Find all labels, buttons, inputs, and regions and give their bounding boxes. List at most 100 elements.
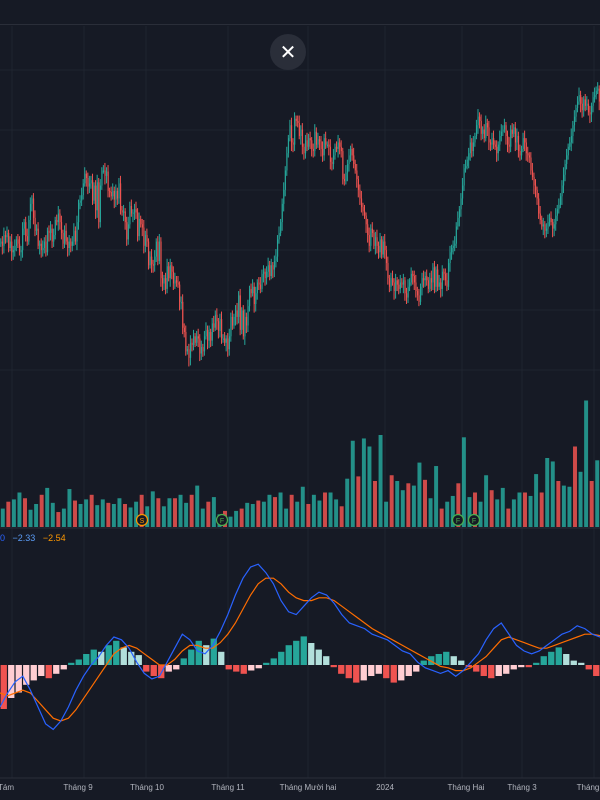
event-marker-financial[interactable]: F bbox=[215, 513, 229, 527]
volume-bar bbox=[511, 499, 516, 527]
price-candle bbox=[186, 346, 189, 355]
candle-body bbox=[569, 142, 571, 147]
candle-body bbox=[36, 228, 38, 231]
candle-body bbox=[361, 198, 363, 208]
macd-hist-bar bbox=[593, 665, 600, 676]
price-candle bbox=[129, 201, 131, 229]
candle-body bbox=[322, 148, 324, 156]
volume-bar bbox=[6, 501, 11, 527]
candle-body bbox=[518, 136, 520, 152]
price-candle bbox=[225, 335, 227, 352]
candle-body bbox=[137, 212, 139, 237]
candle-body bbox=[513, 127, 515, 134]
price-candle bbox=[594, 87, 596, 103]
price-candle bbox=[138, 212, 140, 241]
candle-body bbox=[6, 232, 8, 238]
price-candle bbox=[59, 209, 61, 230]
price-candle bbox=[587, 99, 590, 116]
volume-bar bbox=[528, 495, 533, 527]
price-candle bbox=[429, 272, 431, 293]
macd-hist-bar bbox=[135, 655, 142, 665]
x-tick-label: Tháng 9 bbox=[63, 783, 93, 792]
price-candle bbox=[224, 332, 226, 346]
candle-body bbox=[129, 206, 131, 225]
price-candle bbox=[255, 286, 257, 312]
candle-body bbox=[67, 241, 69, 248]
price-candle bbox=[325, 131, 327, 149]
price-candle bbox=[233, 313, 235, 329]
price-candle bbox=[351, 143, 353, 161]
price-candle bbox=[385, 245, 387, 271]
candle-body bbox=[326, 144, 328, 147]
candle-body bbox=[30, 203, 32, 220]
price-candle bbox=[379, 232, 381, 258]
candle-body bbox=[434, 267, 436, 287]
price-candle bbox=[356, 164, 358, 188]
macd-legend-signal: −2.54 bbox=[42, 533, 66, 543]
price-candle bbox=[346, 159, 349, 182]
event-marker-financial[interactable]: F bbox=[467, 513, 481, 527]
price-candle bbox=[207, 325, 209, 350]
candle-body bbox=[73, 230, 75, 242]
event-marker-split[interactable]: S bbox=[135, 513, 149, 527]
candle-body bbox=[0, 241, 2, 244]
price-candle bbox=[15, 236, 18, 252]
candle-body bbox=[255, 293, 257, 304]
price-candle bbox=[343, 173, 346, 186]
candle-body bbox=[583, 99, 585, 111]
macd-hist-bar bbox=[413, 665, 420, 672]
macd-hist-bar bbox=[503, 665, 510, 674]
price-candle bbox=[253, 282, 255, 313]
price-candle bbox=[248, 285, 251, 312]
candle-body bbox=[284, 170, 286, 190]
price-candle bbox=[104, 162, 106, 185]
volume-bar bbox=[317, 500, 322, 527]
candle-body bbox=[406, 293, 408, 298]
candle-body bbox=[176, 280, 178, 283]
candle-body bbox=[48, 230, 50, 233]
macd-hist-bar bbox=[173, 665, 180, 670]
candle-body bbox=[471, 142, 473, 152]
event-marker-financial[interactable]: F bbox=[451, 513, 465, 527]
candle-body bbox=[152, 264, 154, 266]
price-candle bbox=[53, 228, 55, 247]
candle-body bbox=[389, 278, 391, 287]
price-candle bbox=[475, 119, 478, 140]
price-candle bbox=[219, 313, 221, 338]
price-candle bbox=[590, 102, 593, 122]
macd-hist-bar bbox=[338, 665, 345, 674]
price-candle bbox=[31, 195, 33, 212]
macd-hist-bar bbox=[540, 656, 547, 665]
price-candle bbox=[569, 137, 571, 150]
price-candle bbox=[239, 288, 241, 336]
price-candle bbox=[373, 229, 375, 250]
candle-body bbox=[216, 314, 218, 322]
candle-body bbox=[597, 88, 599, 91]
close-button[interactable]: ✕ bbox=[270, 34, 306, 70]
price-candle bbox=[516, 128, 518, 150]
candle-body bbox=[404, 280, 406, 294]
volume-bar bbox=[300, 486, 305, 527]
volume-bar bbox=[239, 508, 244, 527]
price-candle bbox=[525, 138, 527, 161]
volume-bar bbox=[211, 497, 216, 527]
volume-bar bbox=[100, 499, 105, 527]
volume-bar bbox=[228, 516, 233, 527]
candle-body bbox=[294, 118, 296, 145]
macd-hist-bar bbox=[548, 651, 555, 665]
price-candle bbox=[353, 147, 355, 169]
candle-body bbox=[85, 173, 87, 178]
price-candle bbox=[572, 120, 574, 144]
price-candle bbox=[101, 167, 103, 190]
price-candle bbox=[438, 274, 440, 290]
price-candle bbox=[133, 203, 136, 220]
candle-body bbox=[123, 211, 125, 213]
volume-bar bbox=[539, 492, 544, 527]
candle-body bbox=[320, 141, 322, 149]
candle-body bbox=[515, 127, 517, 143]
price-candle bbox=[465, 159, 467, 173]
candle-body bbox=[393, 282, 395, 292]
candle-body bbox=[435, 269, 437, 287]
price-candle bbox=[474, 132, 476, 147]
candle-body bbox=[37, 228, 39, 246]
